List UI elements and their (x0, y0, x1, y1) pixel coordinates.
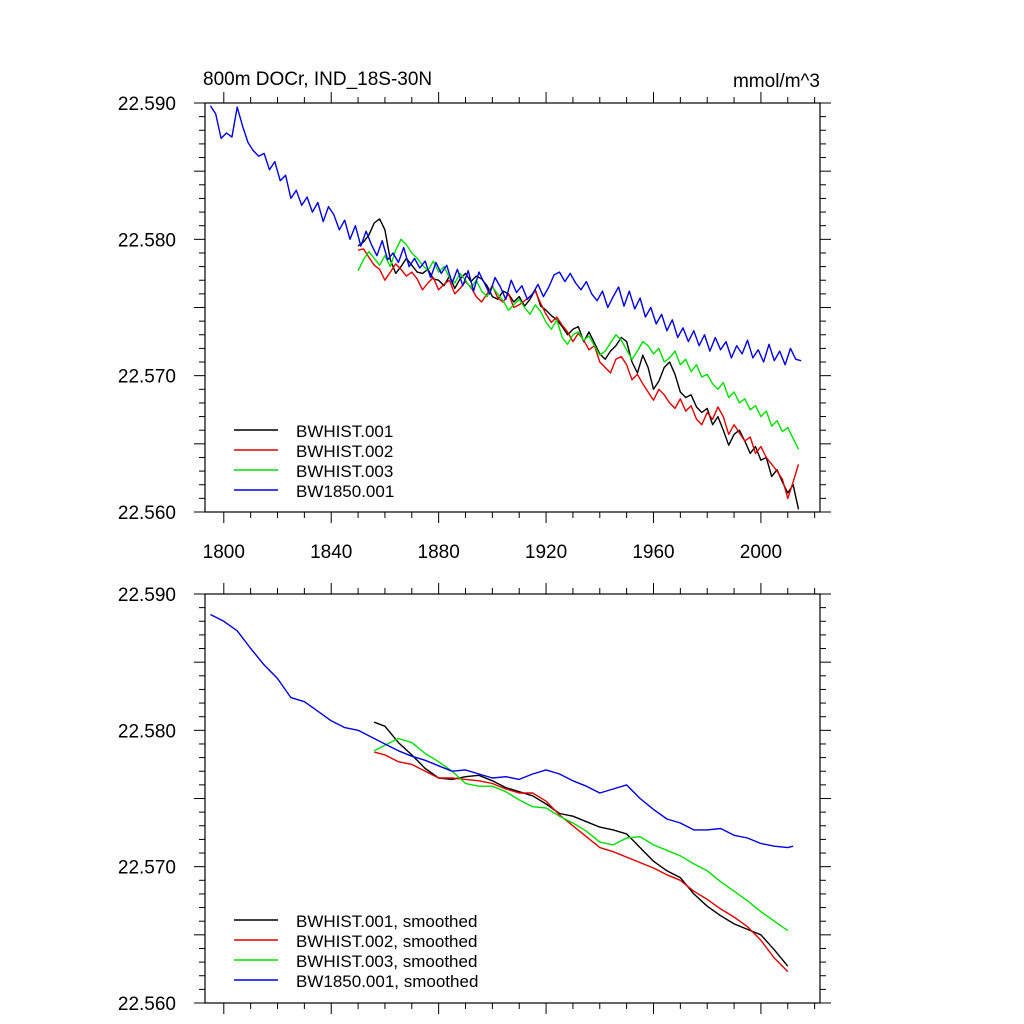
legend-label: BW1850.001 (296, 482, 394, 501)
x-tick-label: 1800 (203, 542, 245, 563)
y-tick-label: 22.590 (118, 585, 176, 606)
x-tick-label: 1840 (310, 542, 352, 563)
top-panel: 22.560 22.570 22.580 22.590 1800 1840 1880 1920… (118, 92, 831, 563)
series-line-bwhist-003 (357, 238, 800, 450)
y-tick-label: 22.570 (118, 858, 176, 879)
x-tick-label: 1920 (525, 542, 567, 563)
legend-label: BWHIST.001 (296, 422, 393, 441)
y-tick-label: 22.580 (118, 721, 176, 742)
x-tick-label: 1880 (418, 542, 460, 563)
y-tick-label: 22.570 (118, 367, 176, 388)
plot-title: 800m DOCr, IND_18S-30N (203, 69, 432, 90)
series-line-bw1850-001-smoothed (210, 613, 794, 849)
y-tick-label: 22.560 (118, 503, 176, 524)
units-label: mmol/m^3 (733, 71, 820, 92)
series-line-bwhist-003-smoothed (373, 737, 789, 932)
series-line-bwhist-002-smoothed (374, 751, 789, 973)
y-tick-label: 22.560 (118, 994, 176, 1015)
legend-label: BWHIST.001, smoothed (296, 912, 477, 931)
y-tick-label: 22.590 (118, 94, 176, 115)
legend-label: BWHIST.003 (296, 462, 393, 481)
series-line-bwhist-002 (357, 248, 800, 500)
y-tick-label: 22.580 (118, 230, 176, 251)
legend-label: BW1850.001, smoothed (296, 972, 478, 991)
bottom-panel: 22.560 22.570 22.580 22.590 BWHIST.001, smoo… (118, 583, 831, 1015)
x-tick-label: 2000 (740, 542, 782, 563)
x-tick-label: 1960 (632, 542, 674, 563)
legend-label: BWHIST.003, smoothed (296, 952, 477, 971)
legend-label: BWHIST.002, smoothed (296, 932, 477, 951)
series-line-bw1850-001 (209, 105, 802, 366)
legend-label: BWHIST.002 (296, 442, 393, 461)
